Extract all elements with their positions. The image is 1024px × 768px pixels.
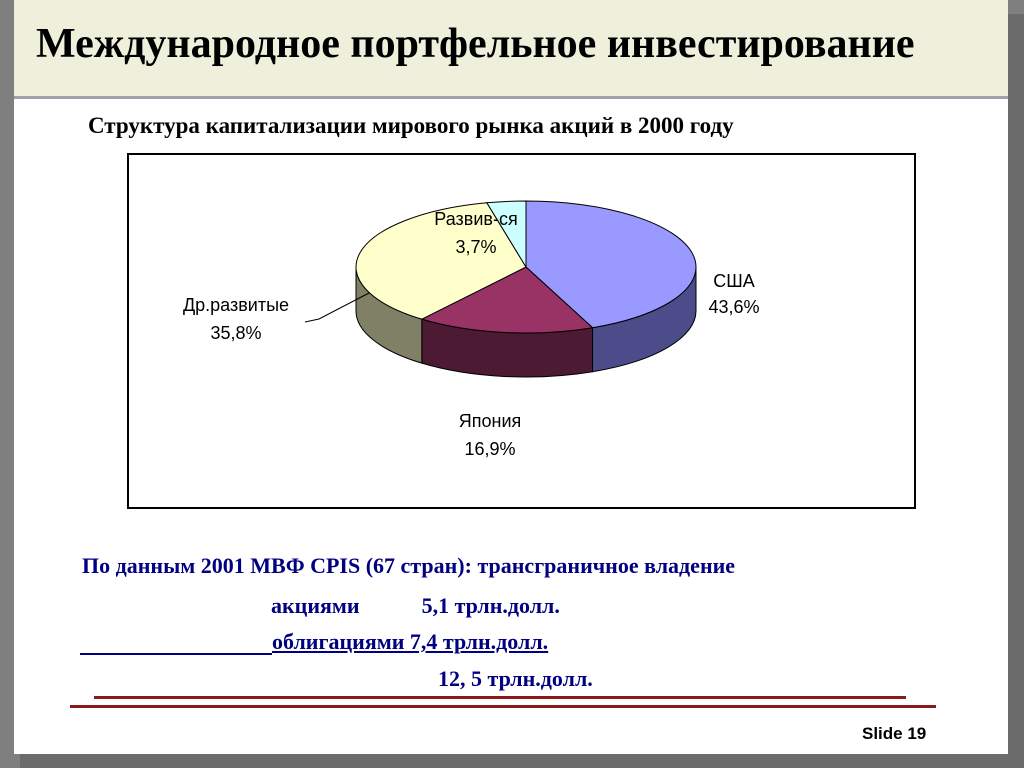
pie-label-0: США: [713, 271, 755, 291]
slide-title: Международное портфельное инвестирование: [36, 21, 915, 67]
info-line-bonds: облигациями 7,4 трлн.долл.: [80, 629, 548, 655]
pie-slice-2: [355, 202, 527, 320]
stocks-value: 5,1 трлн.долл.: [421, 593, 560, 618]
stocks-label: акциями: [271, 593, 360, 618]
pie-label-1: Япония: [459, 411, 522, 431]
pie-chart: США 43,6% Япония 16,9% Др.развитые 35,8% Разви…: [183, 200, 760, 459]
info-line-total: 12, 5 трлн.долл.: [438, 666, 593, 691]
bonds-value: облигациями 7,4 трлн.долл.: [272, 629, 549, 654]
pie-slice-0: [525, 200, 697, 329]
pie-value-label-0: 43,6%: [708, 297, 759, 317]
pie-value-label-3: 3,7%: [455, 237, 496, 257]
slide: Международное портфельное инвестирование…: [14, 0, 1008, 754]
info-line-source: По данным 2001 МВФ CPIS (67 стран): тран…: [82, 553, 736, 578]
title-bar: Международное портфельное инвестирование: [14, 0, 1008, 99]
pie-label-3: Развив-ся: [434, 209, 517, 229]
chart-frame: США 43,6% Япония 16,9% Др.развитые 35,8% Разви…: [127, 153, 916, 509]
pie-value-label-2: 35,8%: [210, 323, 261, 343]
bonds-underline-lead: [80, 631, 272, 655]
chart-subtitle: Структура капитализации мирового рынка а…: [88, 113, 734, 138]
leader-line: [304, 292, 370, 323]
pie-slice-1: [420, 266, 594, 334]
pie-label-2: Др.развитые: [183, 295, 289, 315]
divider-rule-bottom: [70, 705, 936, 708]
slide-number: Slide 19: [862, 724, 927, 743]
pie-slice-3: [485, 200, 527, 269]
divider-rule-top: [94, 696, 906, 699]
pie-value-label-1: 16,9%: [464, 439, 515, 459]
info-line-stocks: акциями 5,1 трлн.долл.: [271, 593, 560, 619]
